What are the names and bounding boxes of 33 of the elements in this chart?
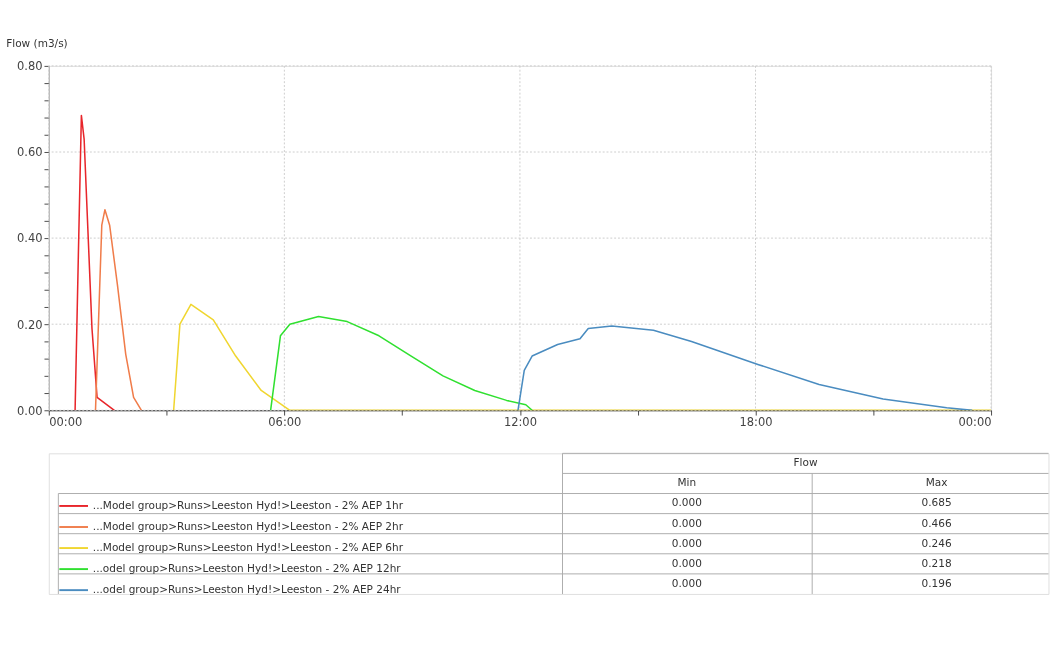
text: 0.218	[921, 556, 952, 569]
y-axis-title: Flow (m3/s)	[6, 37, 68, 50]
text: 0.000	[671, 496, 702, 509]
y-tick-label: 0.80	[17, 59, 43, 74]
text: 0.000	[671, 576, 702, 589]
legend-label: ...Model group>Runs>Leeston Hyd!>Leeston - 2% AEP 6hr	[92, 540, 404, 553]
y-tick-label: 0.20	[17, 317, 43, 332]
legend-label: ...Model group>Runs>Leeston Hyd!>Leeston - 2% AEP 2hr	[92, 519, 404, 532]
line-series	[94, 208, 143, 411]
line-series	[269, 315, 533, 411]
legend-label: ...odel group>Runs>Leeston Hyd!>Leeston - 2% AEP 12hr	[92, 561, 402, 574]
text: 0.466	[921, 516, 952, 529]
text: 0.000	[671, 516, 702, 529]
text: 0.000	[671, 556, 702, 569]
legend-label: ...Model group>Runs>Leeston Hyd!>Leeston - 2% AEP 1hr	[92, 498, 404, 511]
text: Max	[925, 476, 948, 489]
x-tick-label: 06:00	[268, 415, 302, 430]
x-tick-label: 18:00	[739, 415, 773, 430]
line-series	[74, 114, 116, 411]
text: 0.246	[921, 536, 952, 549]
legend-label: ...odel group>Runs>Leeston Hyd!>Leeston - 2% AEP 24hr	[92, 583, 402, 596]
text: 0.196	[921, 576, 952, 589]
x-tick-label: 12:00	[503, 415, 537, 430]
x-tick-label: 00:00	[958, 415, 992, 430]
line-series	[517, 325, 973, 411]
legend-title: Flow	[793, 456, 818, 469]
y-tick-label: 0.40	[17, 231, 43, 246]
text: 0.685	[921, 496, 952, 509]
text: 0.000	[671, 536, 702, 549]
x-tick-label: 00:00	[49, 415, 83, 430]
y-tick-label: 0.60	[17, 145, 43, 160]
text: Min	[677, 476, 697, 489]
y-tick-label: 0.00	[17, 403, 43, 418]
